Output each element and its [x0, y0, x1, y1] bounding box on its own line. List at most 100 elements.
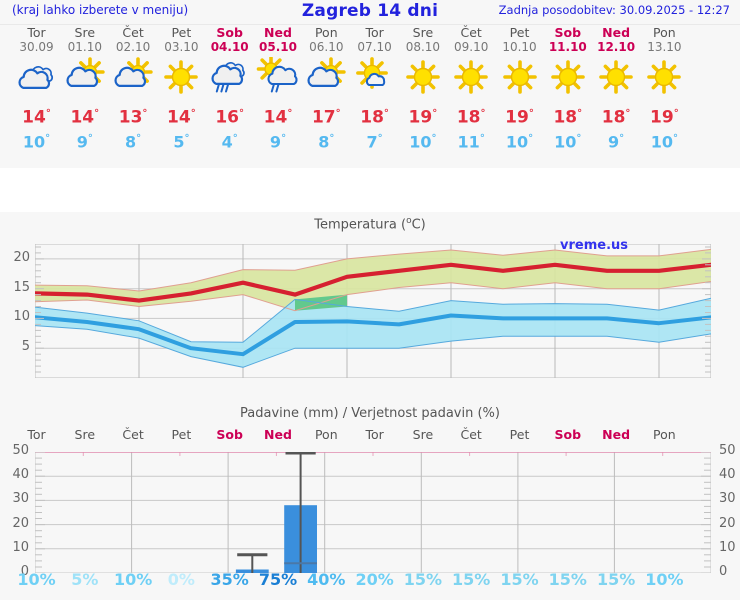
degree-icon: °	[190, 108, 196, 119]
precipitation-day-label: Sob	[554, 427, 582, 442]
day-column-12[interactable]: Sob 11.10 18° 10°	[542, 26, 594, 152]
precipitation-y-tick-right: 20	[719, 515, 736, 531]
precipitation-probability: 15%	[403, 570, 443, 589]
temp-max: 18°	[360, 107, 389, 128]
temp-min: 10°	[22, 131, 51, 151]
day-column-3[interactable]: Čet 02.10 13° 8°	[107, 26, 159, 152]
temp-min: 9°	[269, 131, 287, 151]
temperature-y-tick: 15	[13, 279, 30, 295]
precipitation-chart: 0 0 10 10 20 20 30 30 40 40 50 50	[12, 443, 735, 579]
temp-max: 14°	[167, 107, 196, 128]
day-date: 08.10	[405, 40, 441, 54]
precipitation-y-tick-right: 40	[719, 467, 736, 483]
degree-icon: °	[142, 108, 148, 119]
precipitation-y-tick-left: 50	[12, 443, 29, 458]
temp-min: 10°	[650, 131, 679, 151]
cloudy-icon	[11, 57, 63, 99]
day-date: 01.10	[67, 40, 102, 54]
day-of-week: Sob	[554, 25, 582, 40]
temperature-y-tick: 20	[13, 249, 30, 265]
day-date: 06.10	[309, 40, 344, 54]
degree-icon: °	[94, 108, 100, 119]
degree-icon: °	[45, 132, 51, 144]
day-of-week: Pon	[653, 25, 676, 40]
precipitation-y-tick-right: 0	[719, 564, 728, 579]
precipitation-probability: 20%	[355, 570, 394, 589]
day-of-week: Sre	[412, 25, 434, 40]
degree-icon: °	[329, 132, 335, 144]
day-column-11[interactable]: Pet 10.10 19° 10°	[494, 26, 546, 152]
day-date: 03.10	[164, 40, 199, 54]
day-column-6[interactable]: Ned 05.10 14° 9°	[252, 26, 304, 152]
day-column-10[interactable]: Čet 09.10 18° 11°	[445, 26, 497, 152]
day-of-week: Čet	[460, 25, 482, 40]
day-column-7[interactable]: Pon 06.10 17° 8°	[300, 26, 352, 152]
precipitation-probability: 15%	[596, 570, 636, 589]
precipitation-day-label: Pon	[314, 427, 338, 442]
day-date: 05.10	[259, 40, 297, 54]
temp-max: 14°	[70, 107, 100, 128]
day-of-week: Čet	[122, 25, 144, 40]
day-column-8[interactable]: Tor 07.10 18° 7°	[349, 26, 401, 152]
degree-icon: °	[335, 108, 341, 119]
day-column-4[interactable]: Pet 03.10 14° 5°	[155, 26, 207, 152]
day-date: 09.10	[454, 40, 489, 54]
day-date: 12.10	[597, 40, 636, 54]
day-column-14[interactable]: Pon 13.10 19° 10°	[638, 26, 690, 152]
precipitation-y-tick-right: 10	[719, 539, 736, 555]
day-date: 07.10	[357, 40, 392, 54]
temperature-panel: Temperatura (oC) 5 10 15 20	[0, 212, 740, 400]
precipitation-probability: 15%	[500, 570, 539, 589]
temperature-title-text: Temperatura (	[314, 217, 407, 233]
temp-min: 8°	[318, 131, 335, 151]
temp-min: 9°	[608, 131, 625, 151]
sunny-icon	[155, 57, 207, 99]
temperature-title-unit: C)	[411, 217, 426, 233]
precipitation-probability: 15%	[548, 570, 587, 589]
day-of-week: Sre	[74, 25, 96, 40]
day-column-1[interactable]: Tor 30.09 14° 10°	[11, 26, 63, 152]
day-column-2[interactable]: Sre 01.10 14° 9°	[59, 26, 111, 152]
degree-icon: °	[673, 132, 679, 144]
partly-sunny-icon	[300, 57, 352, 99]
degree-icon: °	[377, 132, 383, 144]
sunny-icon	[397, 57, 449, 99]
precipitation-y-tick-left: 30	[12, 491, 29, 507]
sunny-icon	[590, 57, 642, 99]
temp-min: 7°	[366, 131, 383, 151]
degree-icon: °	[673, 108, 679, 119]
degree-icon: °	[528, 132, 534, 144]
degree-superscript: o	[406, 216, 412, 226]
precipitation-day-label: Sre	[74, 427, 96, 442]
temp-min: 4°	[221, 131, 238, 151]
precipitation-day-label: Čet	[460, 427, 482, 442]
degree-icon: °	[184, 132, 190, 144]
precipitation-probability: 0%	[167, 570, 195, 589]
sunny-icon	[542, 57, 594, 99]
degree-icon: °	[625, 108, 631, 119]
day-column-13[interactable]: Ned 12.10 18° 9°	[590, 26, 642, 152]
temp-max: 16°	[215, 107, 245, 128]
precipitation-probability: 10%	[17, 570, 56, 589]
degree-icon: °	[45, 108, 51, 119]
temperature-chart-title: Temperatura (oC)	[0, 216, 740, 232]
day-of-week: Tor	[365, 25, 384, 40]
temp-max: 13°	[118, 107, 148, 128]
precipitation-probability: 40%	[307, 570, 346, 589]
temp-min: 5°	[173, 131, 190, 151]
temp-max: 18°	[601, 107, 631, 128]
temp-max: 19°	[505, 107, 534, 128]
precipitation-day-label: Ned	[602, 427, 631, 442]
day-column-9[interactable]: Sre 08.10 19° 10°	[397, 26, 449, 152]
degree-icon: °	[528, 108, 534, 119]
degree-icon: °	[87, 132, 93, 144]
site-watermark: vreme.us	[560, 238, 628, 253]
precipitation-day-label: Pet	[171, 427, 192, 442]
day-of-week: Sob	[216, 25, 243, 40]
precipitation-probability: 75%	[258, 570, 298, 589]
degree-icon: °	[576, 132, 582, 144]
day-column-5[interactable]: Sob 04.10 16° 4°	[204, 26, 256, 152]
degree-icon: °	[479, 132, 485, 144]
precipitation-probability: 10%	[645, 570, 684, 589]
